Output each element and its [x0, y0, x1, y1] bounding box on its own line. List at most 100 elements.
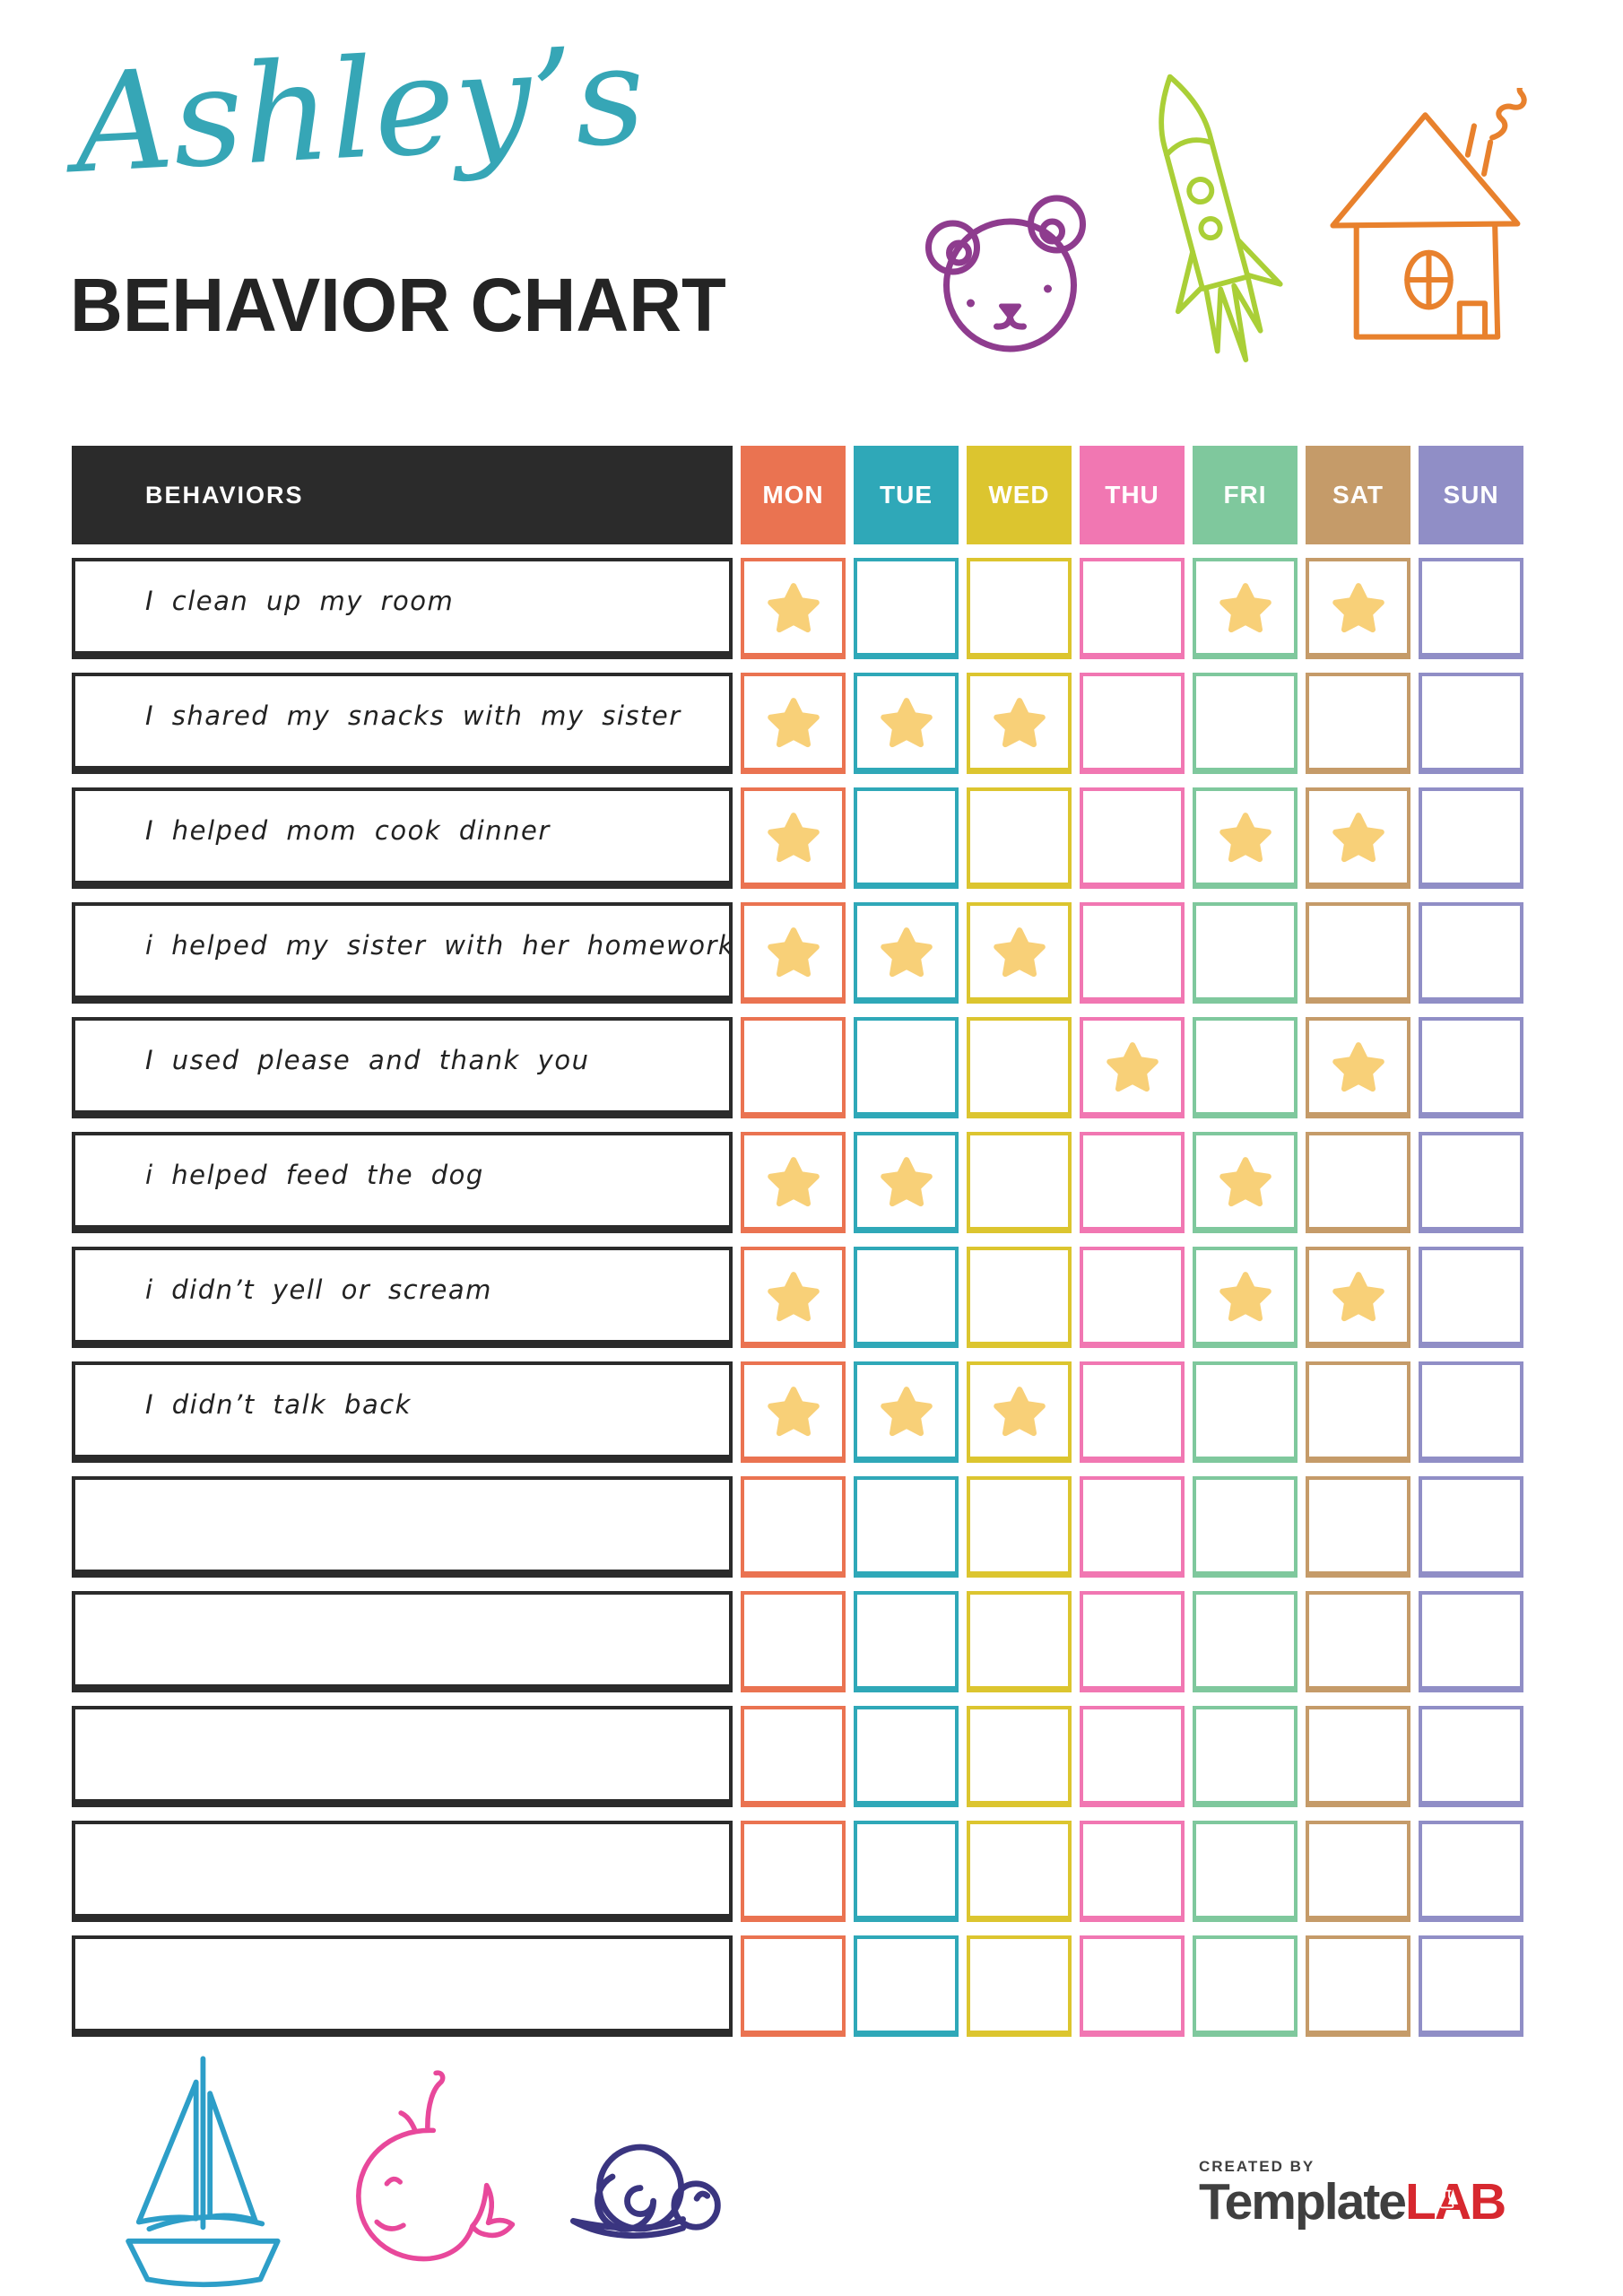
day-cell-fri-row-8[interactable] — [1193, 1361, 1298, 1463]
day-cell-thu-row-2[interactable] — [1080, 673, 1185, 774]
behavior-label-row-12[interactable] — [72, 1821, 733, 1922]
day-cell-fri-row-1[interactable] — [1193, 558, 1298, 659]
day-cell-wed-row-6[interactable] — [967, 1132, 1072, 1233]
day-cell-wed-row-1[interactable] — [967, 558, 1072, 659]
day-cell-wed-row-13[interactable] — [967, 1935, 1072, 2037]
day-cell-tue-row-8[interactable] — [854, 1361, 959, 1463]
day-cell-thu-row-11[interactable] — [1080, 1706, 1185, 1807]
day-cell-wed-row-12[interactable] — [967, 1821, 1072, 1922]
day-cell-tue-row-2[interactable] — [854, 673, 959, 774]
behavior-label-row-13[interactable] — [72, 1935, 733, 2037]
day-cell-sun-row-1[interactable] — [1419, 558, 1523, 659]
day-cell-sun-row-4[interactable] — [1419, 902, 1523, 1004]
day-cell-wed-row-8[interactable] — [967, 1361, 1072, 1463]
day-cell-sat-row-1[interactable] — [1306, 558, 1410, 659]
day-cell-fri-row-4[interactable] — [1193, 902, 1298, 1004]
day-cell-wed-row-5[interactable] — [967, 1017, 1072, 1118]
day-cell-fri-row-6[interactable] — [1193, 1132, 1298, 1233]
day-cell-sat-row-12[interactable] — [1306, 1821, 1410, 1922]
day-cell-tue-row-7[interactable] — [854, 1247, 959, 1348]
day-cell-thu-row-13[interactable] — [1080, 1935, 1185, 2037]
day-cell-sun-row-11[interactable] — [1419, 1706, 1523, 1807]
day-cell-thu-row-6[interactable] — [1080, 1132, 1185, 1233]
day-cell-sat-row-6[interactable] — [1306, 1132, 1410, 1233]
day-cell-tue-row-12[interactable] — [854, 1821, 959, 1922]
day-cell-mon-row-1[interactable] — [741, 558, 846, 659]
day-cell-fri-row-5[interactable] — [1193, 1017, 1298, 1118]
day-cell-sun-row-5[interactable] — [1419, 1017, 1523, 1118]
day-cell-sun-row-2[interactable] — [1419, 673, 1523, 774]
day-cell-wed-row-4[interactable] — [967, 902, 1072, 1004]
day-cell-wed-row-3[interactable] — [967, 787, 1072, 889]
day-cell-wed-row-9[interactable] — [967, 1476, 1072, 1578]
day-cell-fri-row-9[interactable] — [1193, 1476, 1298, 1578]
day-cell-mon-row-8[interactable] — [741, 1361, 846, 1463]
day-cell-sun-row-9[interactable] — [1419, 1476, 1523, 1578]
day-cell-thu-row-4[interactable] — [1080, 902, 1185, 1004]
behavior-label-row-11[interactable] — [72, 1706, 733, 1807]
day-cell-wed-row-7[interactable] — [967, 1247, 1072, 1348]
day-cell-mon-row-12[interactable] — [741, 1821, 846, 1922]
day-cell-thu-row-10[interactable] — [1080, 1591, 1185, 1692]
day-cell-sat-row-10[interactable] — [1306, 1591, 1410, 1692]
day-cell-thu-row-1[interactable] — [1080, 558, 1185, 659]
day-cell-thu-row-5[interactable] — [1080, 1017, 1185, 1118]
behavior-label-row-5[interactable]: I used please and thank you — [72, 1017, 733, 1118]
day-cell-fri-row-11[interactable] — [1193, 1706, 1298, 1807]
day-cell-tue-row-1[interactable] — [854, 558, 959, 659]
behavior-label-row-6[interactable]: i helped feed the dog — [72, 1132, 733, 1233]
day-cell-tue-row-11[interactable] — [854, 1706, 959, 1807]
day-cell-thu-row-3[interactable] — [1080, 787, 1185, 889]
day-cell-sat-row-4[interactable] — [1306, 902, 1410, 1004]
day-cell-mon-row-7[interactable] — [741, 1247, 846, 1348]
day-cell-thu-row-12[interactable] — [1080, 1821, 1185, 1922]
day-cell-mon-row-13[interactable] — [741, 1935, 846, 2037]
behavior-label-row-9[interactable] — [72, 1476, 733, 1578]
day-cell-fri-row-10[interactable] — [1193, 1591, 1298, 1692]
day-cell-tue-row-3[interactable] — [854, 787, 959, 889]
day-cell-sat-row-9[interactable] — [1306, 1476, 1410, 1578]
day-cell-tue-row-10[interactable] — [854, 1591, 959, 1692]
day-cell-thu-row-8[interactable] — [1080, 1361, 1185, 1463]
day-cell-sun-row-3[interactable] — [1419, 787, 1523, 889]
day-cell-sun-row-6[interactable] — [1419, 1132, 1523, 1233]
day-cell-sun-row-10[interactable] — [1419, 1591, 1523, 1692]
behavior-label-row-10[interactable] — [72, 1591, 733, 1692]
day-cell-tue-row-13[interactable] — [854, 1935, 959, 2037]
day-cell-sat-row-5[interactable] — [1306, 1017, 1410, 1118]
day-cell-mon-row-11[interactable] — [741, 1706, 846, 1807]
day-cell-mon-row-3[interactable] — [741, 787, 846, 889]
day-cell-fri-row-2[interactable] — [1193, 673, 1298, 774]
day-cell-sat-row-7[interactable] — [1306, 1247, 1410, 1348]
day-cell-fri-row-12[interactable] — [1193, 1821, 1298, 1922]
day-cell-sat-row-2[interactable] — [1306, 673, 1410, 774]
day-cell-fri-row-7[interactable] — [1193, 1247, 1298, 1348]
day-cell-thu-row-7[interactable] — [1080, 1247, 1185, 1348]
day-cell-mon-row-2[interactable] — [741, 673, 846, 774]
day-cell-fri-row-3[interactable] — [1193, 787, 1298, 889]
behavior-label-row-4[interactable]: i helped my sister with her homework — [72, 902, 733, 1004]
day-cell-mon-row-5[interactable] — [741, 1017, 846, 1118]
day-cell-sun-row-13[interactable] — [1419, 1935, 1523, 2037]
day-cell-sun-row-8[interactable] — [1419, 1361, 1523, 1463]
day-cell-mon-row-6[interactable] — [741, 1132, 846, 1233]
day-cell-sat-row-11[interactable] — [1306, 1706, 1410, 1807]
day-cell-sun-row-7[interactable] — [1419, 1247, 1523, 1348]
day-cell-thu-row-9[interactable] — [1080, 1476, 1185, 1578]
day-cell-wed-row-10[interactable] — [967, 1591, 1072, 1692]
day-cell-sat-row-13[interactable] — [1306, 1935, 1410, 2037]
day-cell-tue-row-9[interactable] — [854, 1476, 959, 1578]
day-cell-mon-row-4[interactable] — [741, 902, 846, 1004]
behavior-label-row-2[interactable]: I shared my snacks with my sister — [72, 673, 733, 774]
day-cell-mon-row-10[interactable] — [741, 1591, 846, 1692]
behavior-label-row-1[interactable]: I clean up my room — [72, 558, 733, 659]
behavior-label-row-8[interactable]: I didn’t talk back — [72, 1361, 733, 1463]
day-cell-wed-row-2[interactable] — [967, 673, 1072, 774]
day-cell-tue-row-4[interactable] — [854, 902, 959, 1004]
day-cell-sat-row-3[interactable] — [1306, 787, 1410, 889]
day-cell-sun-row-12[interactable] — [1419, 1821, 1523, 1922]
day-cell-mon-row-9[interactable] — [741, 1476, 846, 1578]
behavior-label-row-7[interactable]: i didn’t yell or scream — [72, 1247, 733, 1348]
behavior-label-row-3[interactable]: I helped mom cook dinner — [72, 787, 733, 889]
day-cell-sat-row-8[interactable] — [1306, 1361, 1410, 1463]
